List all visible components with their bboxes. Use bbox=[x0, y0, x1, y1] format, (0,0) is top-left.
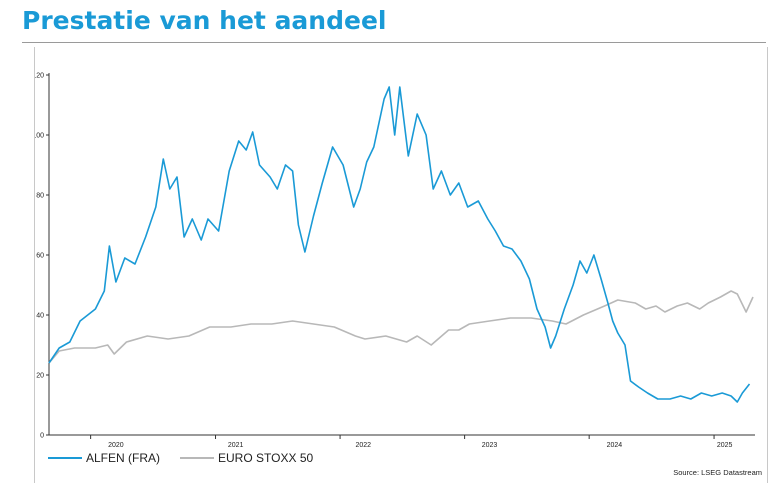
chart-area: 0 20 40 60 80 100 120 2020 2021 2022 2023 2024 2025 bbox=[34, 47, 768, 483]
y-tick-label: 40 bbox=[36, 313, 44, 320]
y-tick-label: 120 bbox=[35, 73, 44, 80]
x-tick-label: 2021 bbox=[228, 442, 244, 449]
series-line-alfen bbox=[48, 86, 751, 403]
legend-item-eurostoxx: EURO STOXX 50 bbox=[180, 451, 313, 465]
series-line-eurostoxx bbox=[48, 290, 754, 364]
x-tick-label: 2024 bbox=[607, 442, 623, 449]
x-tick-label: 2022 bbox=[355, 442, 371, 449]
title-divider bbox=[22, 42, 766, 43]
chart-legend: ALFEN (FRA) EURO STOXX 50 bbox=[48, 451, 333, 465]
x-tick-label: 2023 bbox=[482, 442, 498, 449]
source-note: Source: LSEG Datastream bbox=[673, 468, 762, 477]
y-tick-label: 60 bbox=[36, 253, 44, 260]
legend-swatch-eurostoxx bbox=[180, 457, 215, 459]
y-tick-label: 0 bbox=[40, 433, 44, 440]
y-tick-label: 20 bbox=[36, 373, 44, 380]
page-title: Prestatie van het aandeel bbox=[22, 6, 387, 35]
legend-label-eurostoxx: EURO STOXX 50 bbox=[218, 451, 314, 465]
legend-item-alfen: ALFEN (FRA) bbox=[48, 451, 160, 465]
legend-label-alfen: ALFEN (FRA) bbox=[86, 451, 161, 465]
legend-swatch-alfen bbox=[48, 457, 82, 459]
x-tick-label: 2020 bbox=[108, 442, 124, 449]
y-tick-label: 80 bbox=[36, 193, 44, 200]
share-performance-chart: 0 20 40 60 80 100 120 2020 2021 2022 2023 2024 2025 bbox=[35, 73, 755, 449]
y-tick-label: 100 bbox=[35, 133, 44, 140]
x-tick-label: 2025 bbox=[717, 442, 733, 449]
